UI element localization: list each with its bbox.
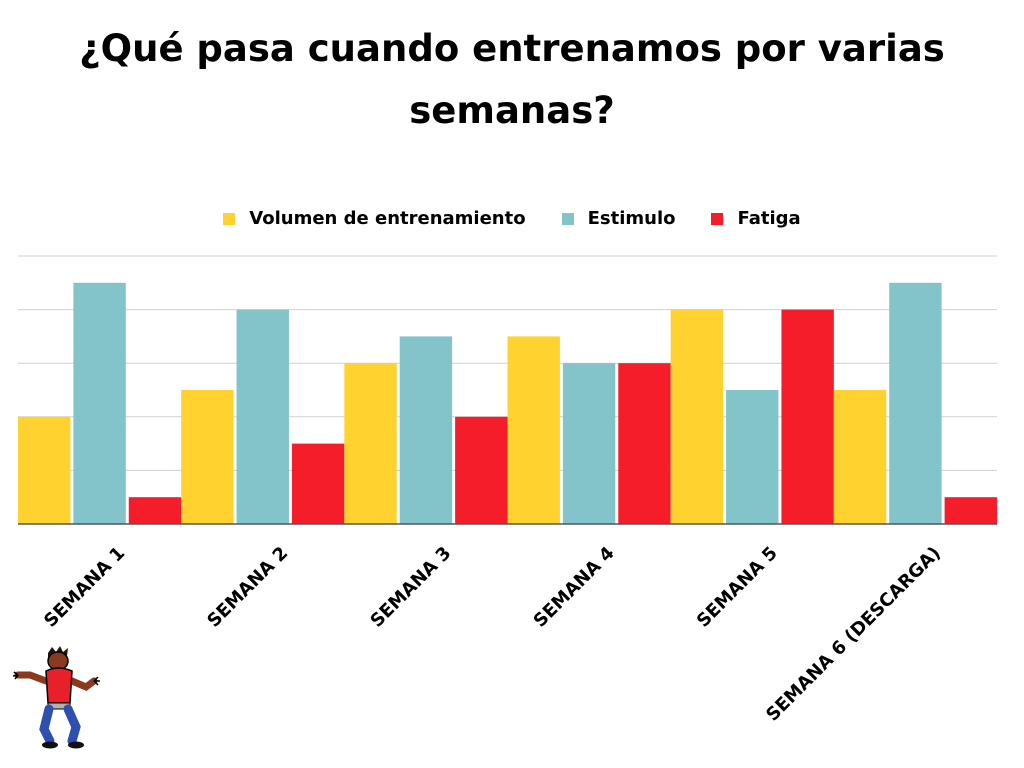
- bar: [291, 443, 345, 524]
- bar: [670, 309, 724, 524]
- legend-swatch-fatiga: [711, 212, 724, 225]
- bar: [18, 416, 71, 524]
- bar: [833, 390, 887, 524]
- bar: [507, 336, 560, 524]
- bar: [781, 309, 834, 524]
- page-title: ¿Qué pasa cuando entrenamos por varias s…: [0, 18, 1024, 142]
- legend-swatch-volumen: [223, 212, 236, 225]
- athlete-mascot-illustration: [12, 646, 100, 749]
- legend-item-estimulo: Estimulo: [561, 208, 676, 229]
- legend-label-fatiga: Fatiga: [737, 208, 801, 229]
- x-tick-label: SEMANA 2: [203, 543, 292, 632]
- legend-item-volumen: Volumen de entrenamiento: [223, 208, 526, 229]
- x-tick-label: SEMANA 6 (DESCARGA): [762, 543, 945, 726]
- bar: [455, 416, 508, 524]
- x-tick-label: SEMANA 3: [366, 543, 455, 632]
- legend-label-volumen: Volumen de entrenamiento: [249, 208, 526, 229]
- title-line-2: semanas?: [409, 89, 615, 132]
- legend-item-fatiga: Fatiga: [711, 208, 801, 229]
- bar: [889, 282, 942, 524]
- bar: [399, 336, 453, 524]
- title-line-1: ¿Qué pasa cuando entrenamos por varias: [79, 27, 945, 70]
- bar: [236, 309, 289, 524]
- chart-legend: Volumen de entrenamiento Estimulo Fatiga: [0, 208, 1024, 229]
- legend-label-estimulo: Estimulo: [587, 208, 676, 229]
- legend-swatch-estimulo: [561, 212, 574, 225]
- bar: [128, 497, 182, 524]
- bar: [618, 363, 671, 524]
- bar: [73, 282, 126, 524]
- bar: [344, 363, 397, 524]
- x-tick-label: SEMANA 4: [530, 543, 619, 632]
- bar: [944, 497, 997, 524]
- bar: [562, 363, 616, 524]
- bar: [726, 390, 779, 524]
- x-tick-label: SEMANA 1: [40, 543, 129, 632]
- x-tick-label: SEMANA 5: [693, 543, 782, 632]
- bar: [181, 390, 234, 524]
